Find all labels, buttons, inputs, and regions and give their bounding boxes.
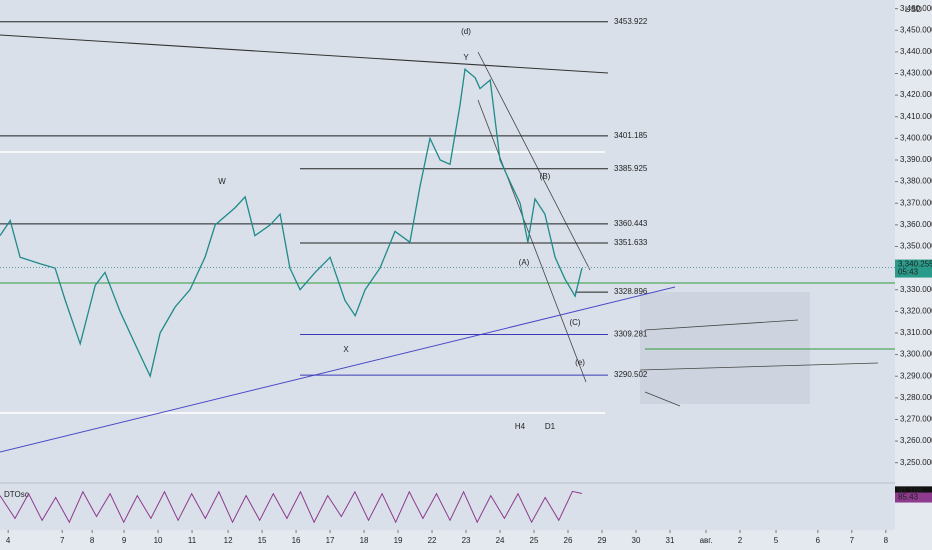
oscillator-value: 91.168: [898, 486, 923, 495]
y-tick-label: 3,370.000: [900, 198, 932, 207]
level-label: 3401.185: [614, 131, 648, 140]
wave-label: H4: [515, 422, 526, 431]
x-tick-label: 10: [154, 536, 163, 545]
y-tick-label: 3,440.000: [900, 47, 932, 56]
x-tick-label: 29: [598, 536, 607, 545]
x-tick-label: 8: [884, 536, 889, 545]
wave-label: Y: [463, 53, 469, 62]
oscillator-tag: [895, 492, 932, 503]
oscillator-line: [0, 490, 583, 524]
y-tick-label: 3,320.000: [900, 306, 932, 315]
level-label: 3351.633: [614, 238, 648, 247]
y-tick-label: 3,310.000: [900, 328, 932, 337]
countdown: 05:43: [898, 268, 919, 277]
y-tick-label: 3,290.000: [900, 371, 932, 380]
level-label: 3360.443: [614, 219, 648, 228]
x-tick-label: авг.: [700, 536, 713, 545]
x-tick-label: 25: [530, 536, 539, 545]
projection-line: [644, 319, 799, 331]
wave-label: (d): [461, 27, 471, 36]
x-tick-label: 15: [258, 536, 267, 545]
channel-line: [477, 51, 591, 271]
y-tick-label: 3,420.000: [900, 90, 932, 99]
level-label: 3453.922: [614, 17, 648, 26]
y-tick-label: 3,300.000: [900, 350, 932, 359]
projection-line: [639, 362, 879, 371]
y-tick-label: 3,280.000: [900, 393, 932, 402]
y-tick-label: 3,430.000: [900, 69, 932, 78]
x-tick-label: 26: [564, 536, 573, 545]
y-tick-label: 3,330.000: [900, 285, 932, 294]
x-tick-label: 7: [60, 536, 65, 545]
wave-label: (e): [575, 358, 585, 367]
projection-box: [640, 292, 810, 404]
x-tick-label: 16: [292, 536, 301, 545]
current-price-tag: [895, 259, 932, 278]
y-tick-label: 3,450.000: [900, 25, 932, 34]
y-tick-label: 3,350.000: [900, 242, 932, 251]
y-tick-label: 3,260.000: [900, 436, 932, 445]
y-tick-label: 3,410.000: [900, 112, 932, 121]
wave-label: X: [343, 345, 349, 354]
x-tick-label: 18: [360, 536, 369, 545]
x-tick-label: 31: [666, 536, 675, 545]
x-tick-label: 23: [462, 536, 471, 545]
x-tick-label: 5: [774, 536, 779, 545]
wave-label: (B): [540, 172, 551, 181]
y-tick-label: 3,390.000: [900, 155, 932, 164]
wave-label: W: [218, 177, 226, 186]
y-tick-label: 3,460.000: [900, 4, 932, 13]
x-tick-label: 17: [326, 536, 335, 545]
y-tick-label: 3,380.000: [900, 177, 932, 186]
x-tick-label: 11: [188, 536, 197, 545]
x-tick-label: 22: [428, 536, 437, 545]
level-label: 3309.281: [614, 330, 648, 339]
x-tick-label: 9: [122, 536, 127, 545]
y-tick-label: 3,250.000: [900, 458, 932, 467]
trendline: [0, 286, 676, 453]
x-tick-label: 30: [632, 536, 641, 545]
x-tick-label: 4: [6, 536, 11, 545]
level-label: 3290.502: [614, 370, 648, 379]
x-tick-label: 19: [394, 536, 403, 545]
level-label: 3385.925: [614, 164, 648, 173]
x-tick-label: 24: [496, 536, 505, 545]
x-tick-label: 6: [816, 536, 821, 545]
oscillator-value: 85.43: [898, 493, 919, 502]
price-line: [0, 67, 583, 379]
y-tick-label: 3,400.000: [900, 133, 932, 142]
projection-line: [644, 391, 681, 407]
time-axis: [0, 530, 895, 550]
oscillator-tag: [895, 486, 932, 497]
oscillator-name: DTOsc: [4, 490, 29, 499]
level-label: 3328.896: [614, 287, 648, 296]
y-tick-label: 3,360.000: [900, 220, 932, 229]
wave-label: (A): [519, 258, 530, 267]
trendline: [0, 34, 609, 74]
y-tick-label: 3,270.000: [900, 415, 932, 424]
wave-label: (C): [569, 318, 580, 327]
x-tick-label: 2: [738, 536, 743, 545]
x-tick-label: 7: [850, 536, 855, 545]
currency: USD: [905, 5, 922, 14]
current-price-label: 3,340.255: [898, 260, 932, 269]
x-tick-label: 12: [224, 536, 233, 545]
wave-label: D1: [545, 422, 556, 431]
x-tick-label: 8: [90, 536, 95, 545]
